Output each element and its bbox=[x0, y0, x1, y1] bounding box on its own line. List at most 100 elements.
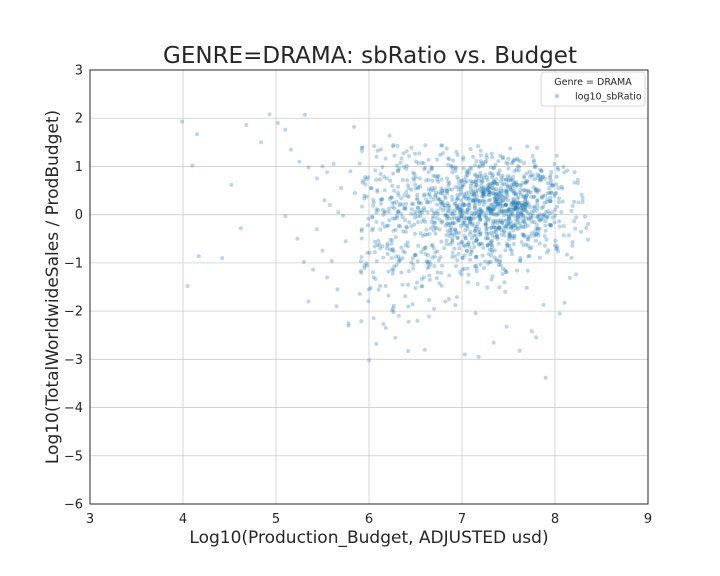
data-point bbox=[488, 226, 493, 230]
data-point bbox=[438, 152, 443, 157]
data-point bbox=[383, 284, 388, 288]
data-point bbox=[501, 188, 506, 193]
data-point bbox=[504, 241, 509, 246]
data-point bbox=[586, 222, 590, 226]
data-point bbox=[539, 206, 544, 211]
data-point bbox=[459, 272, 464, 277]
data-point bbox=[500, 177, 505, 182]
data-point bbox=[435, 209, 440, 214]
data-point bbox=[537, 178, 542, 183]
data-point bbox=[385, 241, 390, 246]
data-point bbox=[503, 202, 508, 207]
data-point bbox=[229, 182, 234, 187]
data-point bbox=[428, 226, 433, 231]
data-point bbox=[504, 224, 509, 229]
data-point bbox=[574, 272, 579, 277]
data-point bbox=[362, 196, 367, 201]
data-point bbox=[520, 201, 524, 205]
data-point bbox=[443, 299, 448, 304]
data-point bbox=[470, 217, 475, 221]
data-point bbox=[490, 175, 495, 180]
data-point bbox=[478, 153, 483, 158]
data-point bbox=[492, 230, 497, 235]
data-point bbox=[490, 207, 495, 212]
data-point bbox=[375, 243, 380, 248]
data-point bbox=[444, 146, 449, 151]
data-point bbox=[511, 234, 516, 239]
data-point bbox=[532, 204, 536, 209]
data-point bbox=[507, 234, 512, 239]
data-point bbox=[468, 252, 473, 257]
data-point bbox=[404, 166, 409, 171]
data-point bbox=[360, 180, 365, 185]
data-point bbox=[283, 214, 288, 219]
data-point bbox=[473, 189, 478, 194]
data-point bbox=[462, 177, 467, 182]
data-point bbox=[532, 220, 537, 225]
data-point bbox=[491, 212, 496, 217]
data-point bbox=[439, 186, 444, 191]
data-point bbox=[454, 149, 459, 154]
data-point bbox=[490, 155, 494, 160]
data-point bbox=[404, 224, 409, 229]
data-point bbox=[390, 200, 395, 205]
data-point bbox=[473, 197, 478, 202]
data-point bbox=[433, 250, 438, 255]
data-point bbox=[456, 251, 461, 256]
data-point bbox=[434, 276, 439, 281]
data-point bbox=[491, 340, 496, 345]
data-point bbox=[527, 202, 531, 207]
data-point bbox=[492, 248, 497, 253]
data-point bbox=[483, 160, 488, 165]
data-point bbox=[423, 219, 428, 224]
data-point bbox=[494, 197, 499, 202]
data-point bbox=[367, 250, 372, 255]
data-point bbox=[510, 208, 515, 213]
data-point bbox=[510, 252, 514, 257]
data-point bbox=[496, 193, 501, 198]
data-point bbox=[486, 261, 491, 266]
data-point bbox=[521, 232, 526, 237]
data-point bbox=[514, 192, 518, 197]
data-point bbox=[557, 219, 562, 224]
data-point bbox=[537, 255, 542, 260]
data-point bbox=[357, 291, 362, 296]
data-point bbox=[389, 195, 394, 200]
data-point bbox=[552, 162, 557, 166]
data-point bbox=[554, 174, 559, 179]
data-point bbox=[453, 185, 458, 190]
data-point bbox=[386, 223, 391, 228]
data-point bbox=[446, 209, 451, 214]
data-point bbox=[503, 208, 508, 213]
data-point bbox=[423, 232, 428, 237]
data-point bbox=[509, 204, 514, 209]
data-point bbox=[360, 204, 364, 209]
data-point bbox=[467, 221, 472, 225]
data-point bbox=[469, 165, 474, 170]
data-point bbox=[508, 207, 513, 212]
data-point bbox=[391, 143, 396, 147]
data-point bbox=[399, 196, 404, 201]
data-point bbox=[438, 255, 443, 260]
data-point bbox=[481, 245, 486, 250]
data-point bbox=[393, 227, 398, 232]
data-point bbox=[510, 189, 515, 194]
data-point bbox=[467, 244, 472, 249]
data-point bbox=[449, 187, 454, 192]
data-point bbox=[533, 188, 538, 193]
data-point bbox=[372, 250, 377, 255]
data-point bbox=[500, 221, 505, 225]
data-point bbox=[504, 188, 509, 193]
data-point bbox=[413, 209, 418, 214]
data-point bbox=[447, 234, 452, 238]
data-point bbox=[377, 177, 382, 182]
data-point bbox=[390, 183, 395, 188]
data-point bbox=[493, 192, 498, 197]
data-point bbox=[500, 173, 505, 178]
data-point bbox=[322, 198, 327, 203]
data-point bbox=[359, 270, 364, 275]
data-point bbox=[427, 277, 432, 282]
data-point bbox=[491, 191, 496, 196]
data-point bbox=[474, 191, 479, 196]
data-point bbox=[551, 183, 556, 188]
